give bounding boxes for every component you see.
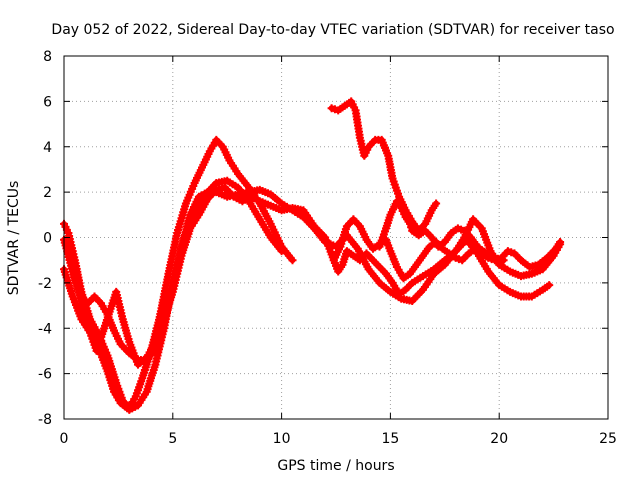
series-markers bbox=[327, 97, 441, 235]
series-arc-6 bbox=[327, 97, 441, 235]
x-tick-label: 0 bbox=[60, 431, 69, 447]
y-tick-label: 4 bbox=[43, 140, 52, 156]
series-arc-7 bbox=[375, 197, 508, 265]
y-tick-label: 0 bbox=[43, 231, 52, 247]
x-tick-label: 20 bbox=[490, 431, 508, 447]
x-tick-label: 10 bbox=[273, 431, 291, 447]
y-tick-label: 6 bbox=[43, 94, 52, 110]
chart-title: Day 052 of 2022, Sidereal Day-to-day VTE… bbox=[51, 22, 614, 38]
y-axis-label: SDTVAR / TECUs bbox=[6, 181, 22, 296]
data-series bbox=[60, 97, 565, 414]
y-tick-label: -8 bbox=[38, 412, 52, 428]
grid-lines bbox=[64, 56, 608, 419]
axis-ticks bbox=[63, 55, 609, 420]
x-tick-label: 5 bbox=[168, 431, 177, 447]
x-axis-label: GPS time / hours bbox=[277, 458, 394, 474]
y-tick-label: -4 bbox=[38, 321, 52, 337]
y-tick-label: 8 bbox=[43, 49, 52, 65]
series-markers bbox=[375, 197, 508, 265]
y-tick-labels: -8 -6 -4 -2 0 2 4 6 8 bbox=[38, 49, 52, 428]
series-line bbox=[328, 98, 440, 234]
series-line bbox=[61, 184, 564, 368]
x-tick-label: 25 bbox=[599, 431, 617, 447]
y-tick-label: -6 bbox=[38, 367, 52, 383]
y-tick-label: -2 bbox=[38, 276, 52, 292]
y-tick-label: 2 bbox=[43, 185, 52, 201]
x-tick-label: 15 bbox=[381, 431, 399, 447]
x-tick-labels: 0 5 10 15 20 25 bbox=[60, 431, 617, 447]
